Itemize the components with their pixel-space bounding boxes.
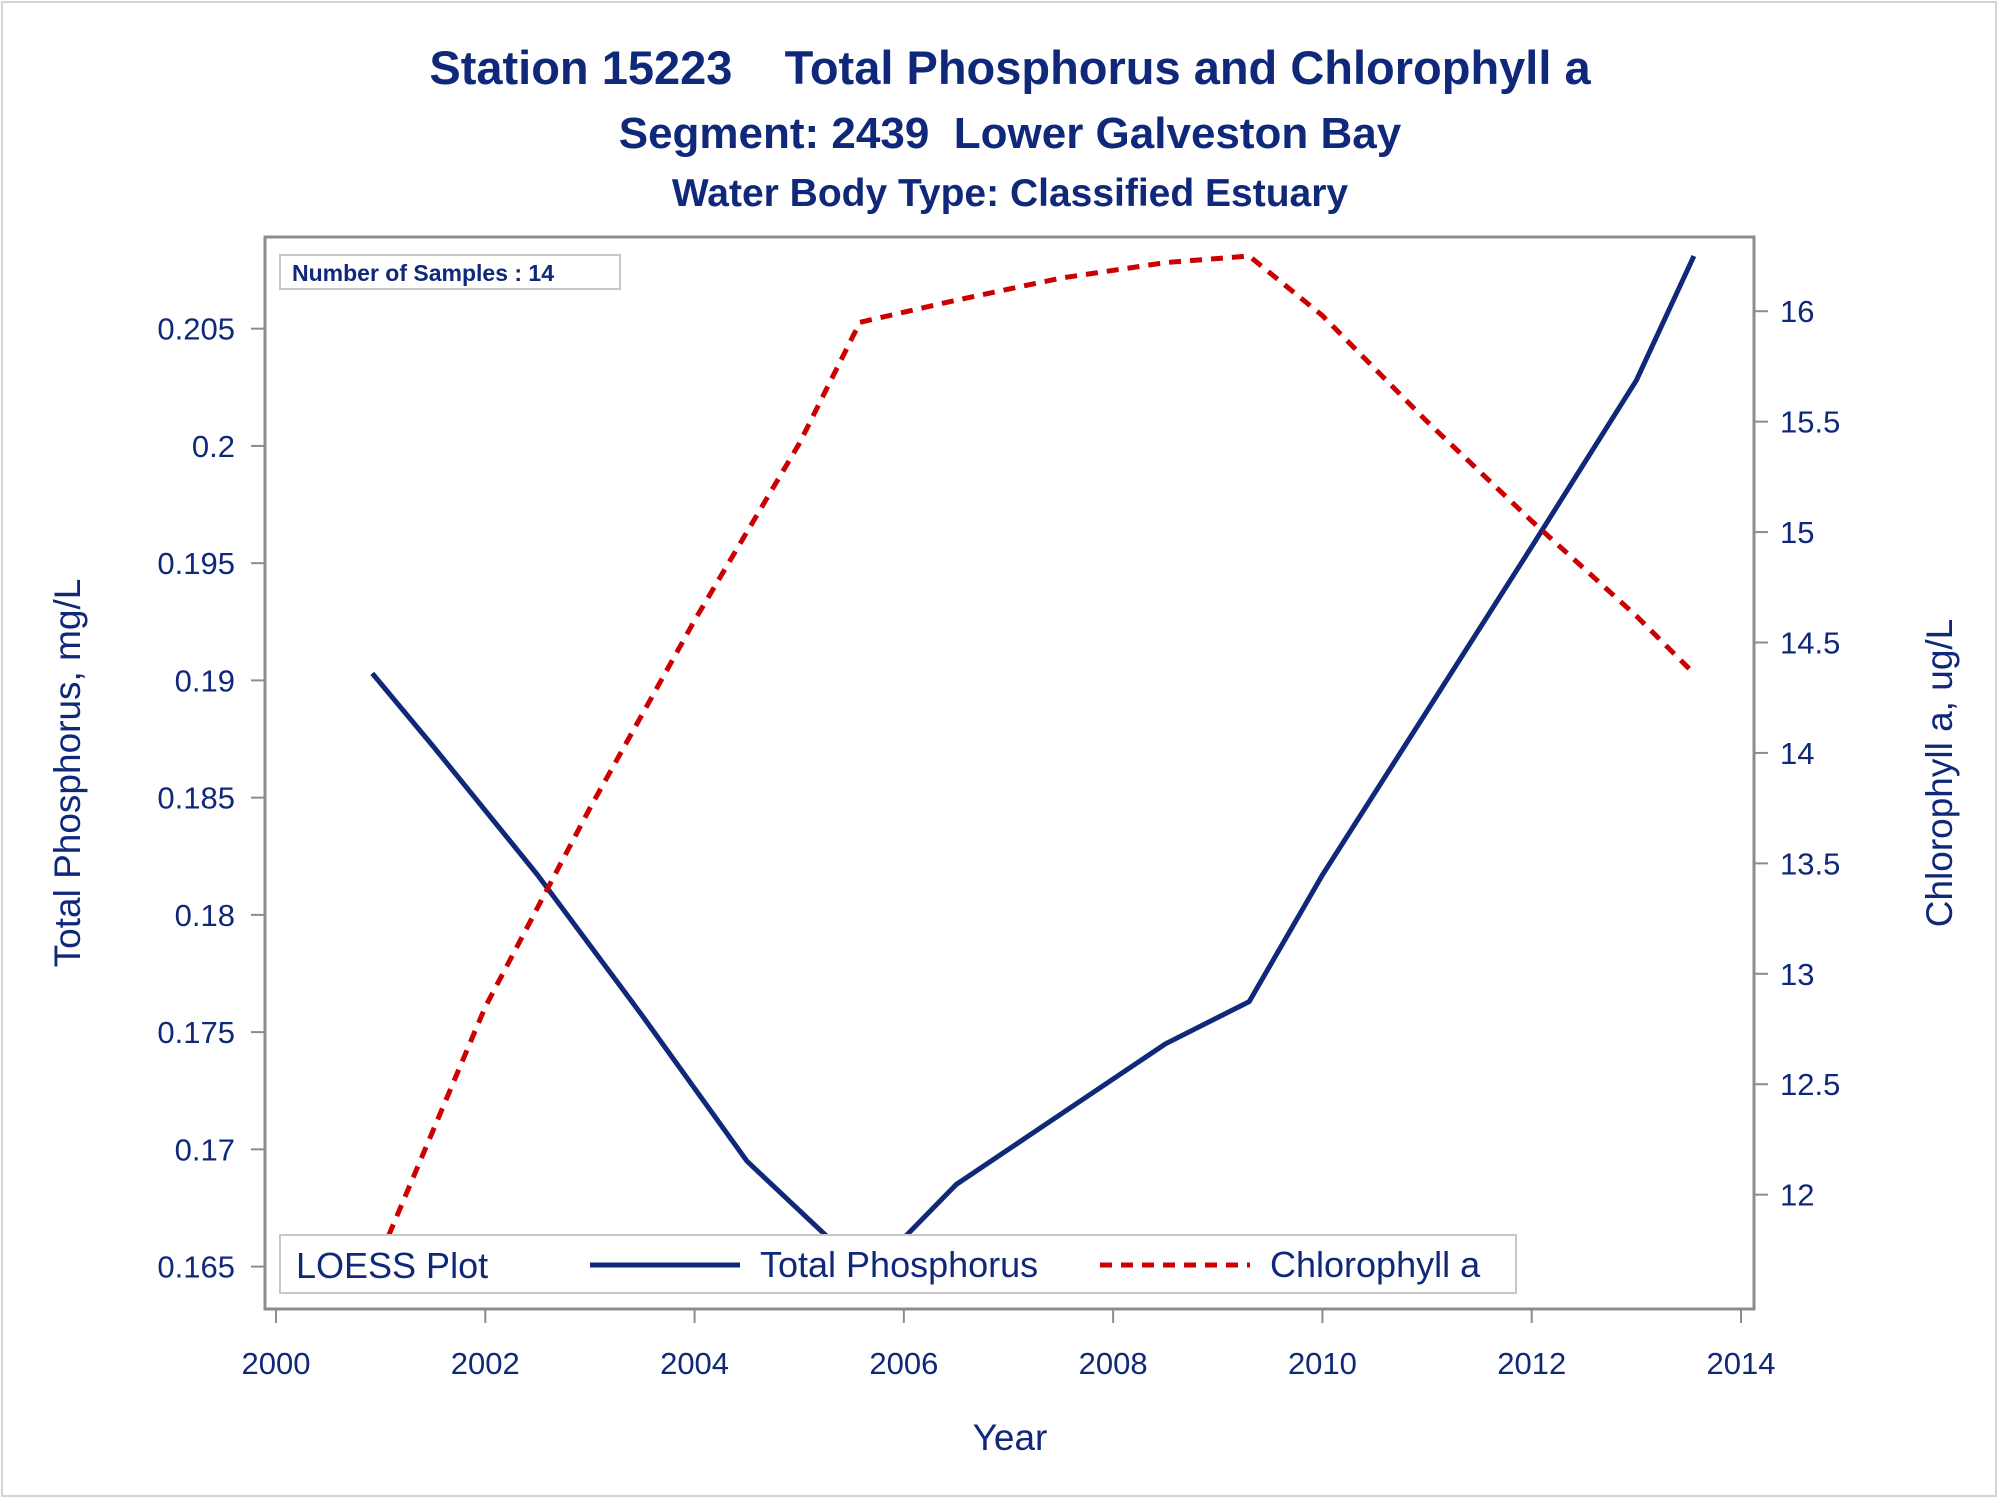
series-layer <box>369 253 1697 1286</box>
y-axis-left: 0.165 0.17 0.175 0.18 0.185 0.19 0.195 0.2 0.205 <box>157 312 265 1285</box>
x-tick-label: 2008 <box>1079 1346 1148 1381</box>
y-right-tick-label: 13.5 <box>1780 846 1840 881</box>
y-right-tick-label: 15 <box>1780 515 1814 550</box>
y-right-tick-label: 14 <box>1780 736 1814 771</box>
y-left-tick-label: 0.165 <box>157 1250 235 1285</box>
x-tick-label: 2002 <box>451 1346 520 1381</box>
legend-label-total-phosphorus: Total Phosphorus <box>760 1244 1038 1285</box>
y-left-tick-label: 0.18 <box>175 898 235 933</box>
x-axis-label: Year <box>973 1417 1048 1458</box>
sample-count-box <box>279 254 621 290</box>
x-tick-label: 2012 <box>1497 1346 1566 1381</box>
y-right-tick-label: 12.5 <box>1780 1067 1840 1102</box>
x-tick-label: 2000 <box>242 1346 311 1381</box>
legend-title: LOESS Plot <box>296 1245 488 1286</box>
y-left-tick-label: 0.17 <box>175 1132 235 1167</box>
x-axis: 2000 2002 2004 2006 2008 2010 2012 2014 <box>242 1309 1776 1381</box>
plot-area <box>263 235 1756 1311</box>
y-left-tick-label: 0.195 <box>157 546 235 581</box>
legend-label-chlorophyll-a: Chlorophyll a <box>1270 1244 1481 1285</box>
y-axis-left-label: Total Phosphorus, mg/L <box>47 579 88 968</box>
x-tick-label: 2006 <box>869 1346 938 1381</box>
y-left-tick-label: 0.185 <box>157 781 235 816</box>
y-left-tick-label: 0.19 <box>175 663 235 698</box>
x-tick-label: 2014 <box>1707 1346 1776 1381</box>
x-tick-label: 2004 <box>660 1346 729 1381</box>
y-axis-right-label: Chlorophyll a, ug/L <box>1919 619 1960 928</box>
y-left-tick-label: 0.175 <box>157 1015 235 1050</box>
y-right-tick-label: 15.5 <box>1780 405 1840 440</box>
chart-subtitle-2: Water Body Type: Classified Estuary <box>672 172 1348 215</box>
y-right-tick-label: 14.5 <box>1780 626 1840 661</box>
legend-box <box>279 1234 1517 1294</box>
y-right-tick-label: 13 <box>1780 957 1814 992</box>
chart-title: Station 15223 Total Phosphorus and Chlor… <box>429 41 1591 94</box>
sample-count-label: Number of Samples : 14 <box>292 260 554 286</box>
y-right-tick-label: 16 <box>1780 294 1814 329</box>
y-left-tick-label: 0.2 <box>192 429 235 464</box>
series-line-total-phosphorus <box>370 254 1697 1286</box>
y-right-tick-label: 12 <box>1780 1178 1814 1213</box>
y-axis-right: 12 12.5 13 13.5 14 14.5 15 15.5 16 <box>1754 294 1840 1213</box>
y-left-tick-label: 0.205 <box>157 312 235 347</box>
chart-subtitle: Segment: 2439 Lower Galveston Bay <box>619 109 1402 158</box>
x-tick-label: 2010 <box>1288 1346 1357 1381</box>
